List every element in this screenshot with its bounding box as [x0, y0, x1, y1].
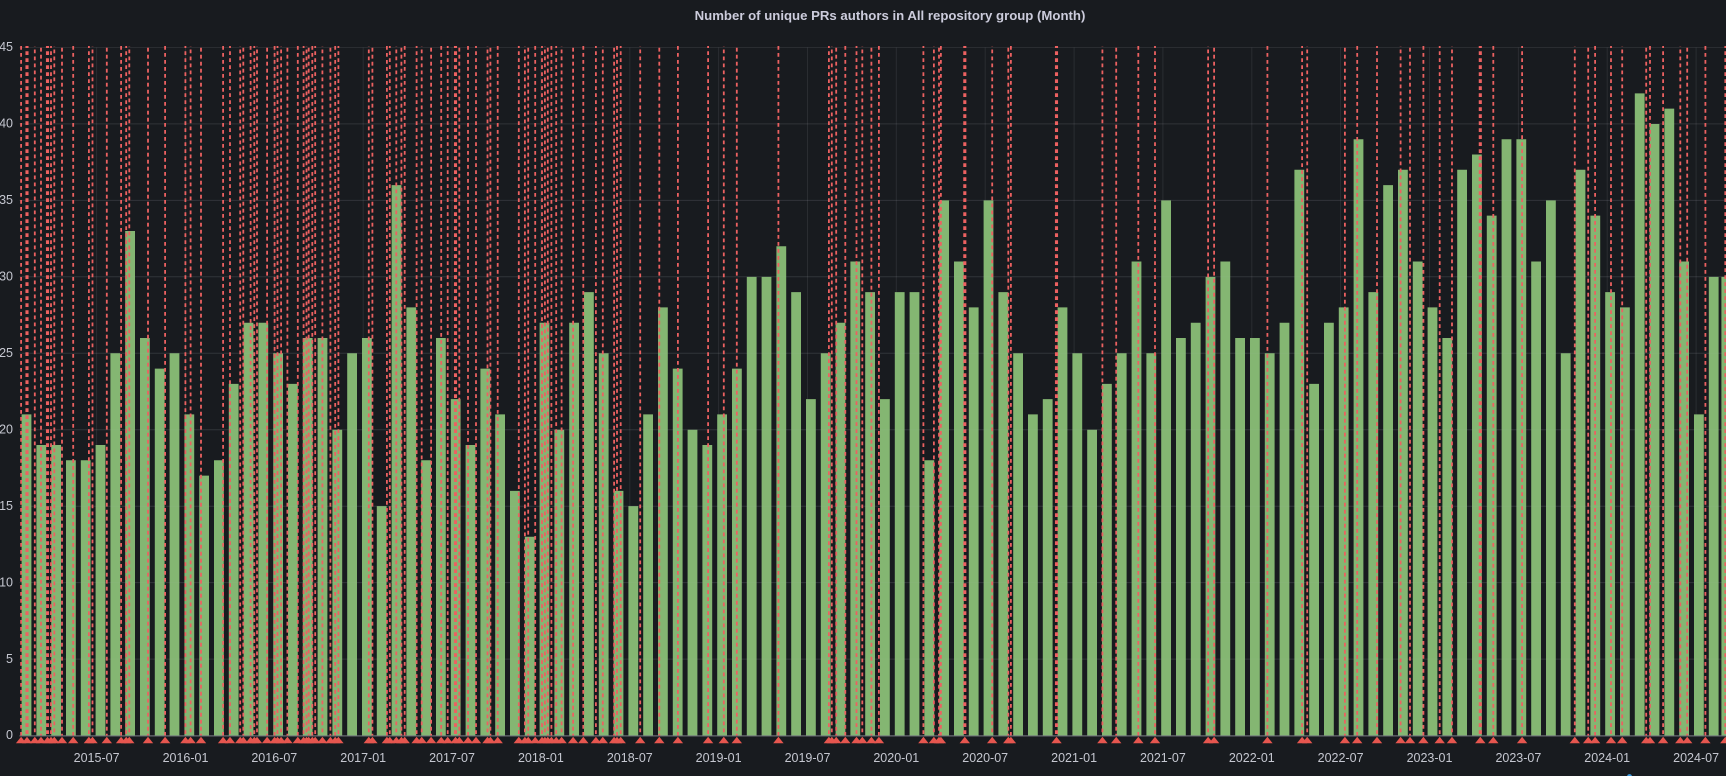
- svg-text:0: 0: [6, 728, 13, 742]
- svg-text:40: 40: [0, 117, 13, 131]
- svg-text:2023-01: 2023-01: [1407, 751, 1453, 765]
- svg-text:2021-01: 2021-01: [1051, 751, 1097, 765]
- svg-text:20: 20: [0, 422, 13, 436]
- svg-text:45: 45: [0, 40, 13, 54]
- svg-text:2019-07: 2019-07: [785, 751, 831, 765]
- svg-text:2016-01: 2016-01: [163, 751, 209, 765]
- svg-text:2019-01: 2019-01: [696, 751, 742, 765]
- svg-text:10: 10: [0, 575, 13, 589]
- svg-text:5: 5: [6, 652, 13, 666]
- svg-text:2020-07: 2020-07: [962, 751, 1008, 765]
- svg-text:2024-01: 2024-01: [1584, 751, 1630, 765]
- svg-text:2018-01: 2018-01: [518, 751, 564, 765]
- svg-text:2017-07: 2017-07: [429, 751, 475, 765]
- svg-text:2023-07: 2023-07: [1495, 751, 1541, 765]
- svg-text:2017-01: 2017-01: [340, 751, 386, 765]
- svg-text:2024-07: 2024-07: [1673, 751, 1719, 765]
- svg-text:2022-01: 2022-01: [1229, 751, 1275, 765]
- svg-text:Number of unique PRs authors i: Number of unique PRs authors in All repo…: [695, 8, 1086, 23]
- svg-text:2020-01: 2020-01: [873, 751, 919, 765]
- svg-text:35: 35: [0, 193, 13, 207]
- svg-text:25: 25: [0, 346, 13, 360]
- svg-text:2016-07: 2016-07: [251, 751, 297, 765]
- svg-text:30: 30: [0, 270, 13, 284]
- svg-text:2021-07: 2021-07: [1140, 751, 1186, 765]
- svg-text:2022-07: 2022-07: [1318, 751, 1364, 765]
- svg-text:2015-07: 2015-07: [74, 751, 120, 765]
- svg-text:2018-07: 2018-07: [607, 751, 653, 765]
- svg-text:15: 15: [0, 499, 13, 513]
